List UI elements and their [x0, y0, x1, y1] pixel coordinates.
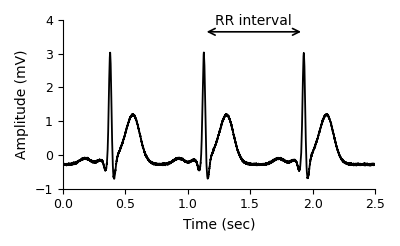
Text: RR interval: RR interval	[216, 15, 292, 29]
X-axis label: Time (sec): Time (sec)	[183, 217, 255, 231]
Y-axis label: Amplitude (mV): Amplitude (mV)	[15, 50, 29, 159]
